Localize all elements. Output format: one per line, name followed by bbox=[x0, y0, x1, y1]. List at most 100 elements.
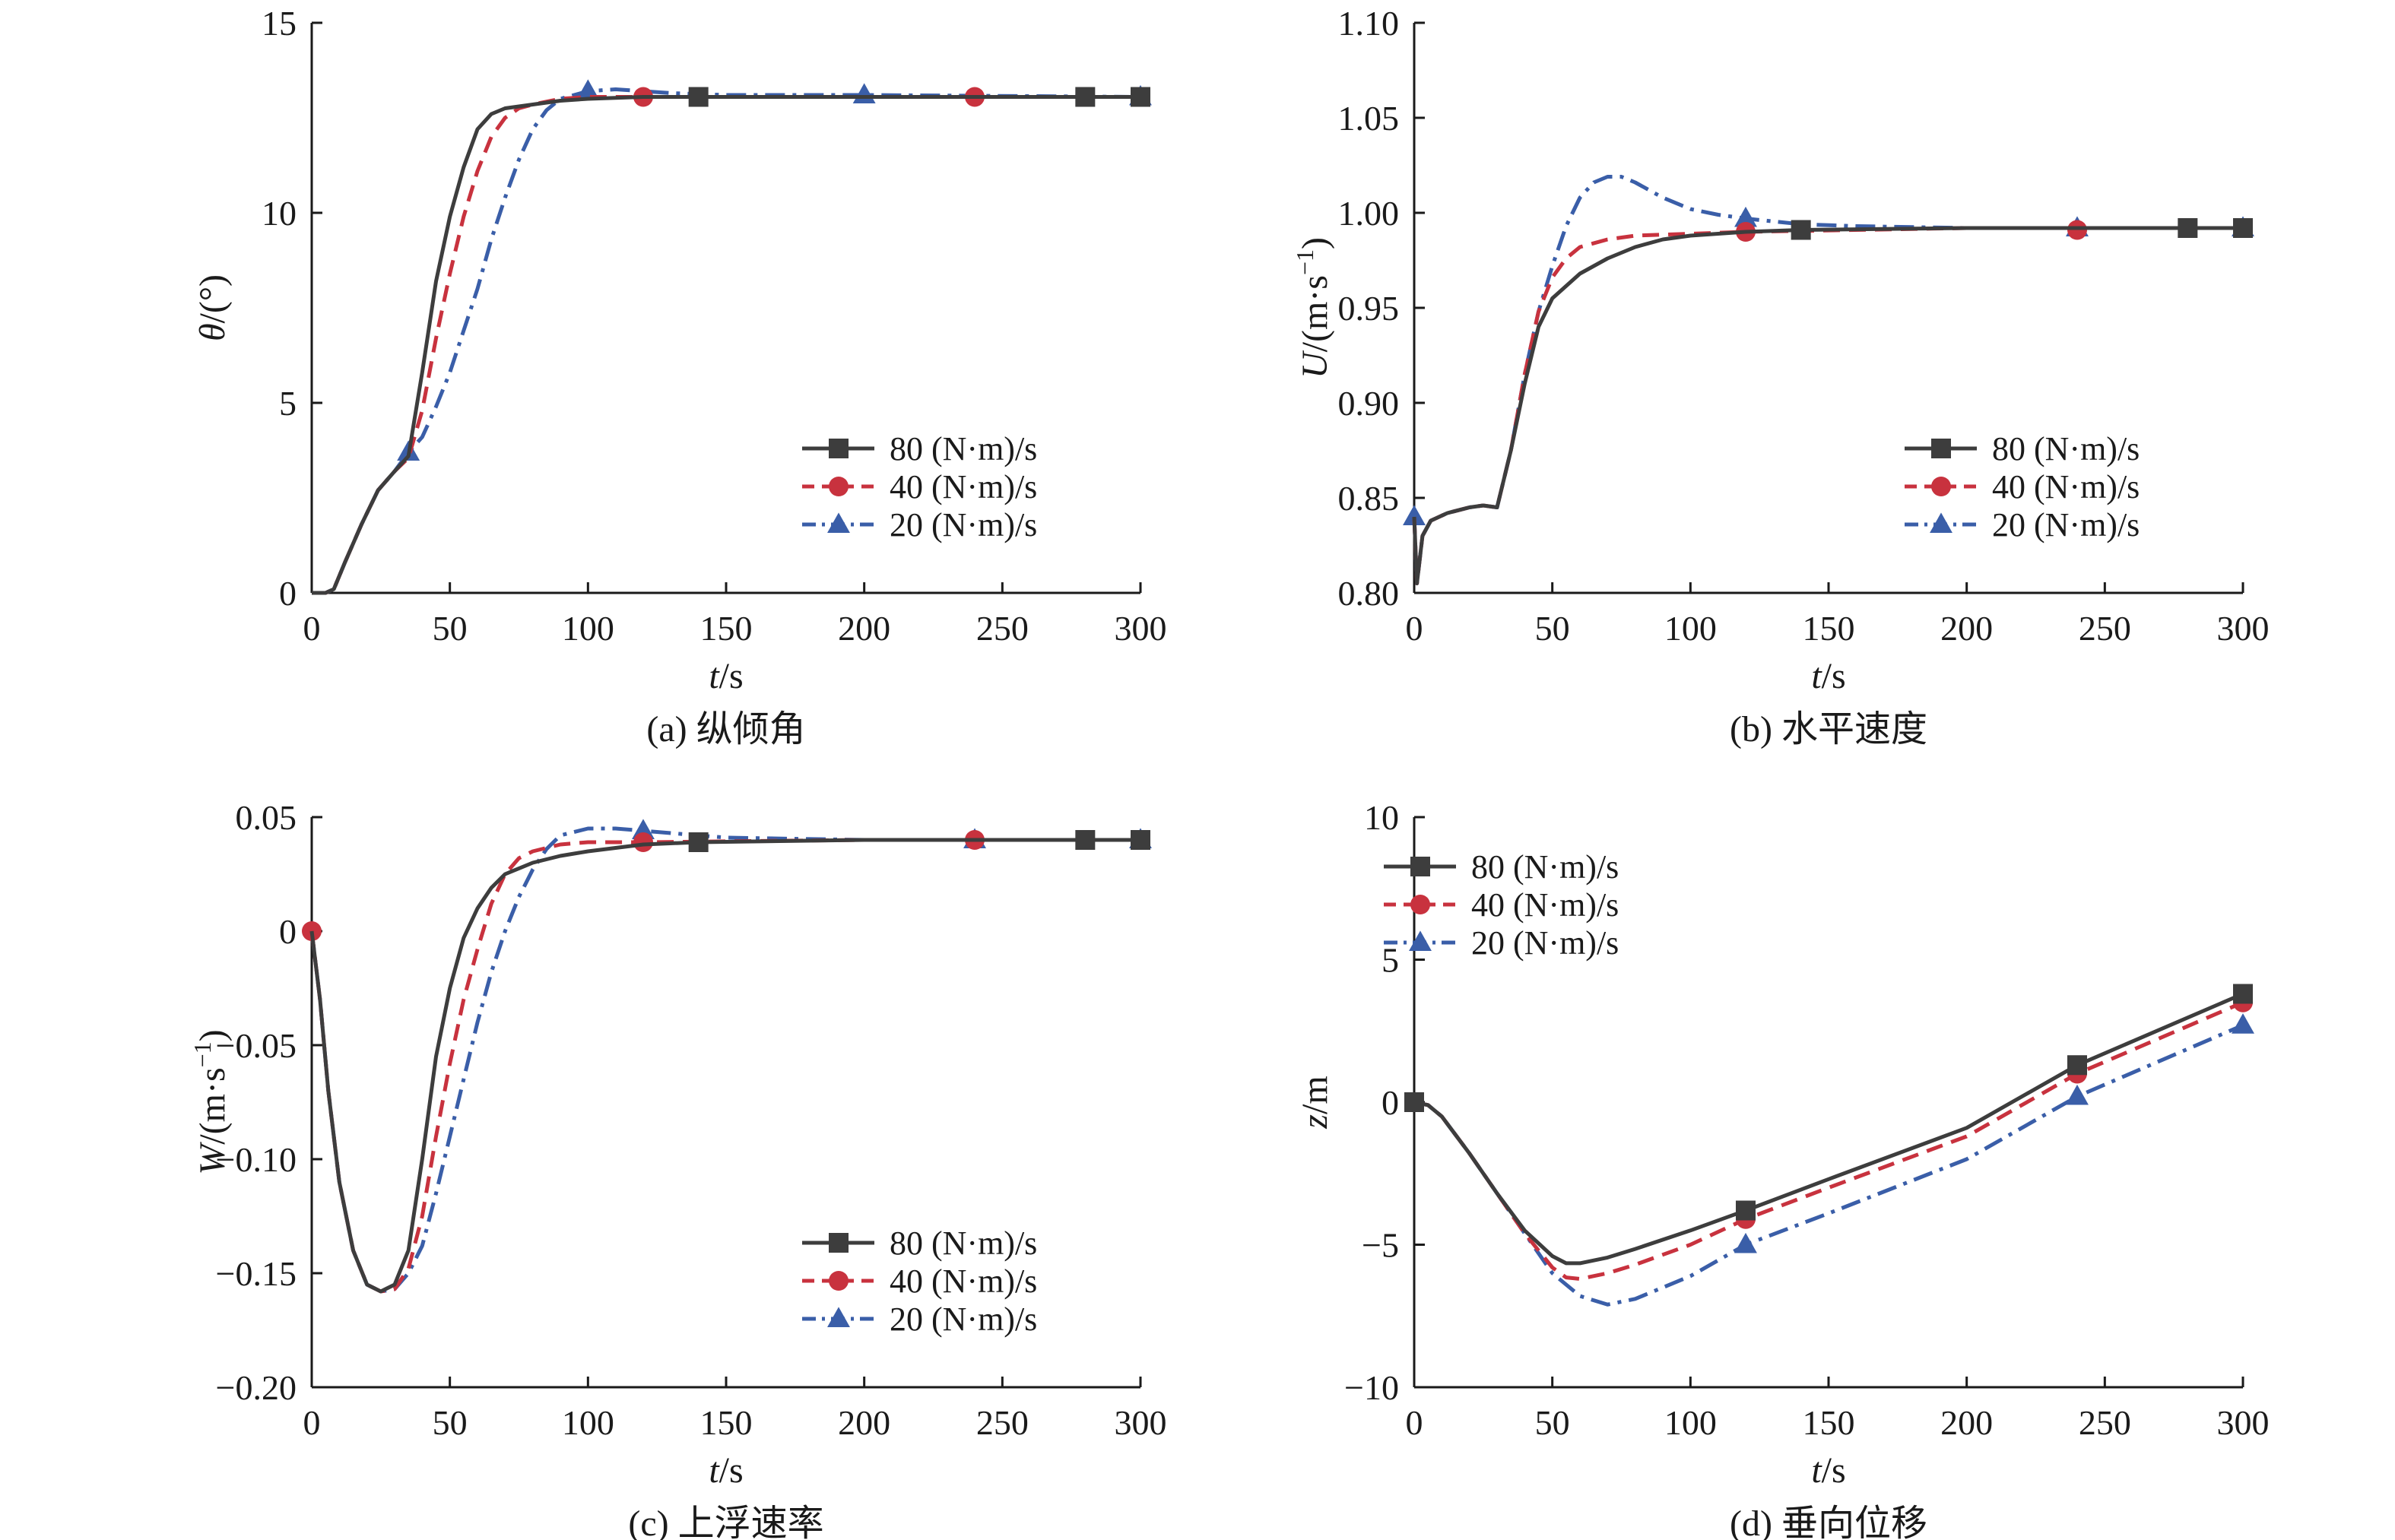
x-tick-label: 300 bbox=[2217, 609, 2270, 648]
y-tick-label: 15 bbox=[262, 4, 297, 43]
x-tick-label: 200 bbox=[838, 609, 890, 648]
x-tick-label: 100 bbox=[562, 1403, 614, 1442]
series-marker bbox=[1131, 87, 1150, 107]
y-axis-unit-exponent: −1 bbox=[1291, 249, 1318, 275]
x-axis-unit: /s bbox=[1822, 656, 1846, 696]
legend: 80 (N·m)/s40 (N·m)/s20 (N·m)/s bbox=[1905, 430, 2140, 543]
x-tick-label: 100 bbox=[562, 609, 614, 648]
legend-label: 80 (N·m)/s bbox=[1992, 430, 2140, 467]
y-tick-label: 10 bbox=[262, 194, 297, 233]
x-axis-unit: /s bbox=[719, 656, 744, 696]
x-tick-label: 250 bbox=[976, 1403, 1029, 1442]
series-marker bbox=[1403, 505, 1426, 526]
legend-label: 40 (N·m)/s bbox=[890, 468, 1037, 505]
x-axis-variable: t bbox=[709, 656, 720, 696]
series-line bbox=[1413, 992, 2244, 1266]
legend-marker bbox=[827, 1307, 850, 1328]
y-axis-unit-close: ) bbox=[192, 1029, 233, 1041]
series-marker bbox=[1734, 206, 1757, 227]
x-tick-label: 50 bbox=[1535, 1403, 1570, 1442]
legend-marker bbox=[827, 512, 850, 534]
panel-theta: 0 50 100 150 200 250 300 0 5 10 15 t/s θ/(°) (a) 纵倾角 8… bbox=[192, 4, 1167, 749]
series-marker bbox=[2232, 1013, 2254, 1034]
series-marker bbox=[1131, 830, 1150, 850]
y-tick-label: 0.80 bbox=[1338, 574, 1400, 613]
y-tick-label: −0.20 bbox=[216, 1368, 297, 1407]
x-tick-label: 250 bbox=[976, 609, 1029, 648]
legend-marker bbox=[829, 439, 849, 458]
y-axis-title: z/m bbox=[1295, 1076, 1335, 1129]
series-line bbox=[309, 826, 1140, 1294]
y-axis-unit: /(m·s bbox=[1295, 275, 1335, 352]
series-marker bbox=[1075, 87, 1096, 107]
x-tick-label: 250 bbox=[2079, 1403, 2131, 1442]
x-tick-label: 50 bbox=[1535, 609, 1570, 648]
series-marker bbox=[688, 87, 709, 107]
y-tick-label: 0.95 bbox=[1338, 289, 1400, 328]
panel-caption: (c) 上浮速率 bbox=[628, 1504, 823, 1540]
x-tick-label: 150 bbox=[700, 1403, 753, 1442]
y-tick-label: 0 bbox=[279, 574, 297, 613]
y-tick-label: 1.10 bbox=[1338, 4, 1400, 43]
legend-marker bbox=[1931, 477, 1951, 496]
y-axis-unit-exponent: −1 bbox=[189, 1041, 216, 1067]
x-axis-variable: t bbox=[1811, 1450, 1822, 1491]
series-marker bbox=[633, 832, 653, 852]
y-axis-title: U/(m·s−1) bbox=[1291, 237, 1335, 379]
y-axis-variable: U bbox=[1295, 350, 1335, 379]
x-tick-label: 300 bbox=[2217, 1403, 2270, 1442]
x-tick-label: 50 bbox=[433, 609, 468, 648]
panel-vertical-displacement: 0 50 100 150 200 250 300 −10 −5 0 5 10 t/s z/m (d) 垂向位… bbox=[1295, 798, 2270, 1540]
series-marker bbox=[2066, 1084, 2089, 1105]
x-tick-label: 150 bbox=[1803, 609, 1855, 648]
y-tick-label: −0.05 bbox=[216, 1026, 297, 1065]
y-tick-label: 0.90 bbox=[1338, 384, 1400, 423]
x-axis-variable: t bbox=[1811, 656, 1822, 696]
legend: 80 (N·m)/s40 (N·m)/s20 (N·m)/s bbox=[802, 1225, 1037, 1338]
legend: 80 (N·m)/s40 (N·m)/s20 (N·m)/s bbox=[802, 430, 1037, 543]
legend-marker bbox=[1930, 512, 1952, 534]
series-line bbox=[309, 838, 1140, 1294]
y-tick-label: 1.05 bbox=[1338, 99, 1400, 138]
series-marker bbox=[688, 832, 709, 852]
y-tick-label: 0.85 bbox=[1338, 479, 1400, 518]
legend-label: 20 (N·m)/s bbox=[1471, 924, 1619, 962]
x-tick-label: 0 bbox=[1406, 1403, 1423, 1442]
x-tick-label: 100 bbox=[1664, 1403, 1717, 1442]
y-axis-unit: /(°) bbox=[192, 274, 233, 324]
x-axis-title: t/s bbox=[1811, 656, 1845, 696]
series-marker bbox=[2178, 218, 2198, 238]
legend-marker bbox=[1410, 857, 1430, 876]
series-marker bbox=[1736, 1200, 1756, 1221]
legend-marker bbox=[1410, 895, 1430, 914]
panel-horizontal-speed: 0 50 100 150 200 250 300 0.80 0.85 0.90 0.95 1.00 1.… bbox=[1291, 4, 2270, 749]
panel-ascent-rate: 0 50 100 150 200 250 300 −0.20 −0.15 −0.10 −0.05 0 0… bbox=[189, 798, 1167, 1540]
x-tick-label: 200 bbox=[1940, 1403, 1993, 1442]
series-marker bbox=[576, 79, 600, 100]
y-tick-label: 5 bbox=[1381, 941, 1399, 980]
y-tick-label: 5 bbox=[279, 384, 297, 423]
y-tick-label: 1.00 bbox=[1338, 194, 1400, 233]
x-tick-label: 300 bbox=[1115, 609, 1167, 648]
y-axis-variable: θ bbox=[192, 323, 233, 341]
y-tick-label: −5 bbox=[1362, 1226, 1399, 1265]
y-axis-title: W/(m·s−1) bbox=[189, 1029, 233, 1174]
series-marker bbox=[1791, 220, 1811, 240]
x-tick-label: 300 bbox=[1115, 1403, 1167, 1442]
x-tick-label: 0 bbox=[303, 1403, 321, 1442]
series-line bbox=[1413, 1023, 2244, 1307]
y-tick-label: 0 bbox=[279, 912, 297, 951]
legend-label: 20 (N·m)/s bbox=[1992, 506, 2140, 543]
legend: 80 (N·m)/s40 (N·m)/s20 (N·m)/s bbox=[1384, 848, 1619, 962]
y-axis-variable: W bbox=[192, 1142, 233, 1175]
series-marker bbox=[2233, 984, 2253, 1004]
x-tick-label: 100 bbox=[1664, 609, 1717, 648]
series-marker bbox=[1075, 830, 1096, 850]
x-axis-unit: /s bbox=[719, 1450, 744, 1491]
series-line bbox=[1413, 1000, 2244, 1281]
legend-marker bbox=[829, 1271, 849, 1291]
x-tick-label: 200 bbox=[838, 1403, 890, 1442]
series-marker bbox=[2233, 218, 2253, 238]
y-tick-label: 0.05 bbox=[236, 798, 297, 837]
legend-label: 20 (N·m)/s bbox=[890, 1301, 1037, 1338]
